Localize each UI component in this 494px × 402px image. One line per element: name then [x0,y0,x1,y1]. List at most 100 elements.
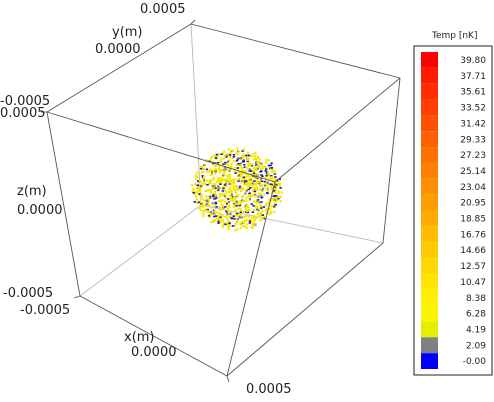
particle-point [234,204,237,207]
particle-point [232,215,236,217]
particle-point [274,191,277,194]
particle-point [198,186,201,189]
particle-point [217,179,220,182]
particle-point [242,153,245,156]
particle-point [257,209,260,212]
particle-point [224,223,227,226]
particle-point [240,187,243,190]
particle-point [221,186,224,189]
particle-point [228,155,231,159]
particle-point [242,187,245,190]
particle-point [227,227,230,231]
particle-point [233,198,236,201]
legend-label: 29.33 [460,135,486,145]
particle-point [249,175,252,178]
particle-point [247,181,250,185]
particle-point [232,154,236,156]
box-edge-front-left-vertical [46,111,81,297]
legend-label: 6.28 [466,310,486,320]
particle-point [267,159,270,162]
particle-point [273,211,276,214]
particle-point [210,206,213,209]
particle-point [198,180,201,183]
particle-point [265,212,268,215]
particle-point [239,162,242,165]
particle-point [200,209,203,212]
particle-point [221,151,224,154]
particle-point [256,174,259,177]
legend-swatch [421,115,438,132]
particle-point [207,196,210,199]
particle-point [227,220,230,223]
particle-point [240,165,243,168]
particle-point [257,192,261,195]
particle-point [264,183,267,186]
box-edge-top-back [190,23,401,79]
particle-point [226,213,229,216]
particle-point [234,172,237,174]
particle-point [212,178,215,181]
box-edge-back-right-vertical [382,77,401,244]
legend-swatch [421,337,438,354]
particle-point [202,214,205,218]
particle-point [267,208,270,211]
particle-point [273,195,276,197]
particle-point [250,172,254,175]
legend-label: 39.80 [460,56,486,66]
particle-point [234,223,237,226]
particle-point [202,171,205,174]
particle-point [218,212,221,215]
particle-point [237,214,240,217]
particle-point [232,185,235,188]
particle-point [213,198,216,200]
particle-point [237,207,240,210]
particle-point [277,190,280,193]
particle-point [232,206,236,209]
particle-point [254,188,257,191]
particle-point [234,221,237,224]
particle-point [191,190,194,193]
particle-point [198,206,201,209]
particle-point [232,179,235,182]
particle-point [265,158,268,161]
particle-point [246,183,249,187]
particle-point [242,172,245,175]
particle-point [254,192,257,195]
particle-point [277,183,280,186]
particle-point [214,210,217,213]
particle-point [211,171,213,174]
particle-point [200,201,203,205]
particle-point [228,176,231,179]
particle-point [245,205,248,208]
particle-point [271,170,274,173]
particle-point [214,157,218,159]
particle-point [209,190,212,193]
particle-point [257,179,260,182]
particle-point [214,172,217,175]
particle-point [269,164,273,167]
legend-label: 35.61 [460,88,486,98]
particle-point [273,171,277,174]
particle-point [236,147,239,150]
particle-point [275,195,278,197]
particle-point [197,189,200,192]
particle-point [250,203,253,205]
particle-point [255,173,258,176]
particle-point [233,169,236,173]
particle-point [269,207,272,210]
particle-point [277,179,280,182]
particle-point [263,193,266,196]
particle-point [214,155,218,158]
particle-point [254,152,257,155]
particle-point [259,162,262,165]
particle-point [221,175,224,178]
particle-point [255,169,258,172]
particle-point [234,166,237,169]
particle-point [194,190,197,194]
particle-point [202,167,205,171]
particle-point [239,200,242,203]
particle-point [194,195,198,198]
particle-point [259,182,262,185]
particle-point [255,186,258,189]
particle-point [218,209,222,212]
